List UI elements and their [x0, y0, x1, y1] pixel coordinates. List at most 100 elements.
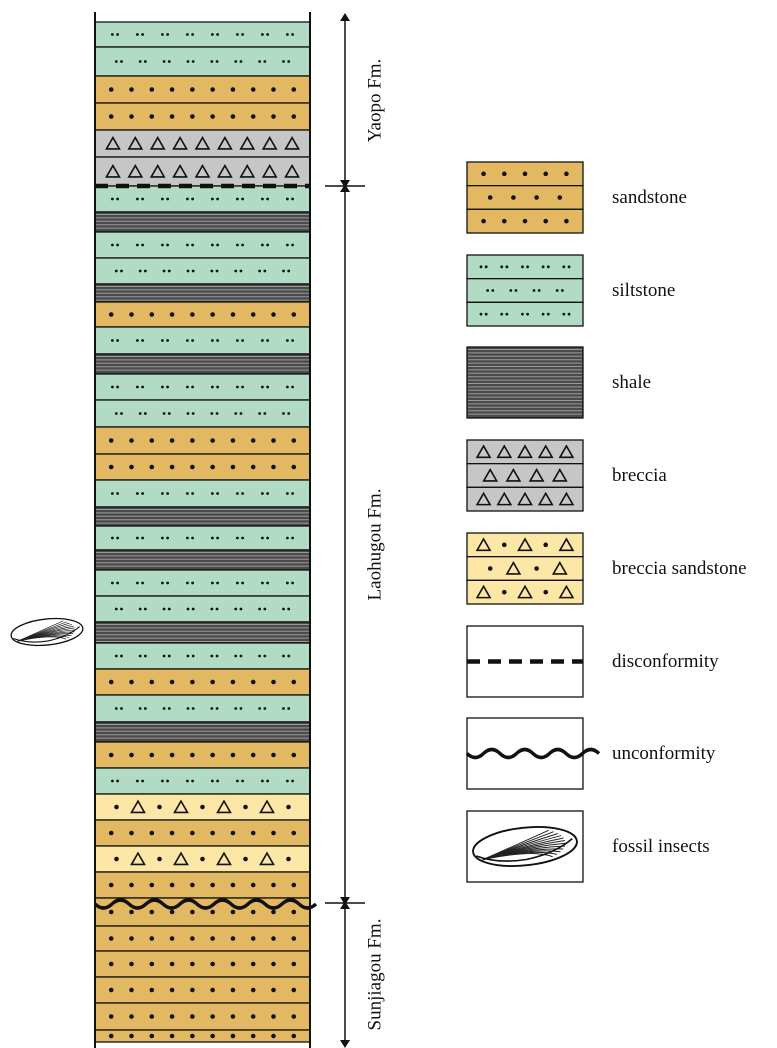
- column: [95, 12, 316, 1048]
- dot: [231, 465, 236, 470]
- dot: [163, 707, 166, 710]
- dot: [241, 582, 244, 585]
- dot: [210, 962, 215, 967]
- dot: [266, 582, 269, 585]
- dot: [241, 33, 244, 36]
- dot: [210, 910, 215, 915]
- dot: [161, 244, 164, 247]
- dot: [234, 655, 237, 658]
- sand-bed: [95, 103, 310, 130]
- dot: [562, 313, 565, 316]
- dot: [291, 339, 294, 342]
- dot: [192, 60, 195, 63]
- formation-label: Yaopo Fm.: [364, 59, 385, 143]
- dot: [186, 537, 189, 540]
- dot: [231, 312, 236, 317]
- dot: [523, 219, 528, 224]
- dot: [192, 655, 195, 658]
- dot: [291, 492, 294, 495]
- silt-bed: [95, 596, 310, 622]
- dot: [564, 219, 569, 224]
- dot: [187, 655, 190, 658]
- bsand-bed: [467, 580, 583, 604]
- dot: [491, 289, 494, 292]
- dot: [291, 244, 294, 247]
- dot: [186, 198, 189, 201]
- dot: [261, 386, 264, 389]
- dot: [144, 608, 147, 611]
- silt-bed: [95, 327, 310, 354]
- dot: [170, 883, 175, 888]
- dot: [231, 87, 236, 92]
- dot: [191, 244, 194, 247]
- dot: [210, 1034, 215, 1039]
- dot: [211, 339, 214, 342]
- dot: [286, 198, 289, 201]
- dot: [240, 707, 243, 710]
- dot: [568, 265, 571, 268]
- dot: [287, 270, 290, 273]
- dot: [210, 753, 215, 758]
- dot: [291, 198, 294, 201]
- dot: [234, 707, 237, 710]
- dot: [161, 780, 164, 783]
- dot: [271, 936, 276, 941]
- dot: [480, 265, 483, 268]
- dot: [526, 265, 529, 268]
- dot: [149, 465, 154, 470]
- dot: [542, 313, 545, 316]
- dot: [116, 33, 119, 36]
- silt-bed: [95, 22, 310, 47]
- dot: [502, 219, 507, 224]
- dot: [161, 492, 164, 495]
- dot: [170, 1014, 175, 1019]
- dot: [271, 114, 276, 119]
- dot: [261, 492, 264, 495]
- legend-label: breccia: [612, 465, 667, 486]
- dot: [141, 339, 144, 342]
- dot: [543, 219, 548, 224]
- sand-bed: [95, 977, 310, 1003]
- dot: [287, 412, 290, 415]
- dot: [109, 936, 114, 941]
- dot: [282, 270, 285, 273]
- dot: [258, 270, 261, 273]
- brec-bed: [467, 464, 583, 488]
- silt-bed: [95, 480, 310, 507]
- dot: [241, 386, 244, 389]
- dot: [139, 707, 142, 710]
- legend-label: unconformity: [612, 743, 716, 764]
- dot: [271, 680, 276, 685]
- dot: [109, 910, 114, 915]
- dot: [266, 339, 269, 342]
- dot: [191, 339, 194, 342]
- dot: [216, 198, 219, 201]
- dot: [120, 655, 123, 658]
- dot: [263, 707, 266, 710]
- dot: [111, 339, 114, 342]
- dot: [282, 60, 285, 63]
- dot: [258, 707, 261, 710]
- dot: [163, 270, 166, 273]
- dot: [287, 60, 290, 63]
- dot: [216, 244, 219, 247]
- dot: [190, 1014, 195, 1019]
- dot: [191, 582, 194, 585]
- silt-bed: [467, 302, 583, 326]
- dot: [166, 537, 169, 540]
- dot: [129, 883, 134, 888]
- dot: [251, 87, 256, 92]
- legend-label: disconformity: [612, 651, 719, 672]
- sand-bed: [95, 76, 310, 103]
- dot: [139, 412, 142, 415]
- dot: [236, 582, 239, 585]
- dot: [168, 60, 171, 63]
- dot: [251, 312, 256, 317]
- dot: [136, 244, 139, 247]
- dot: [141, 244, 144, 247]
- dot: [166, 582, 169, 585]
- dot: [170, 910, 175, 915]
- dot: [216, 655, 219, 658]
- dot: [109, 1014, 114, 1019]
